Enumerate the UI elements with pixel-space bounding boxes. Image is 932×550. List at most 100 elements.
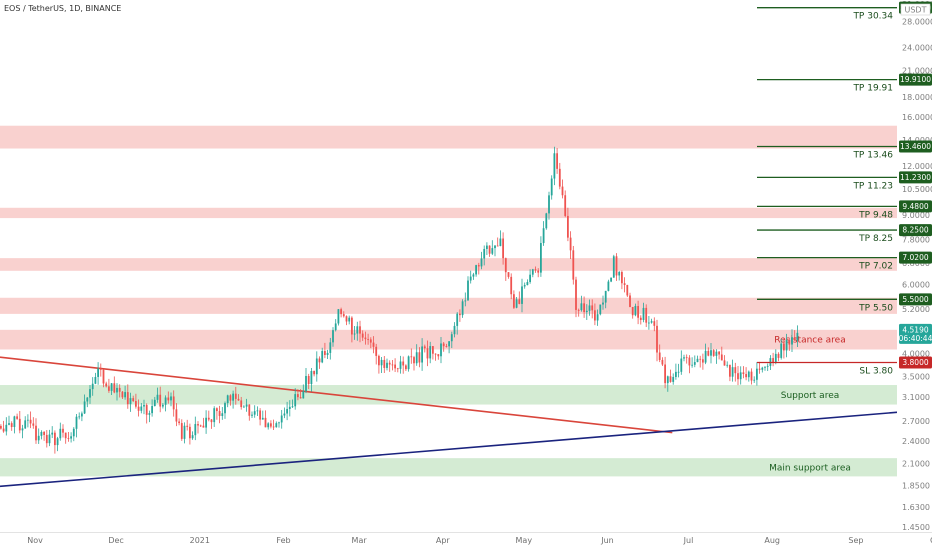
candle	[291, 406, 294, 408]
candle	[210, 419, 213, 423]
candle	[353, 333, 356, 335]
candle	[669, 376, 672, 382]
zone-resistance-0	[0, 125, 897, 149]
candle	[540, 243, 542, 273]
candle	[604, 290, 607, 303]
candle	[783, 343, 785, 351]
candle	[35, 425, 37, 441]
candle	[459, 313, 461, 316]
candle	[521, 286, 523, 304]
candle	[502, 238, 504, 259]
target-label-8: SL 3.80	[859, 366, 893, 376]
candle	[440, 343, 442, 357]
candle	[588, 305, 591, 311]
candle	[383, 359, 386, 368]
price-badge-text-4: 9.4800	[902, 202, 928, 211]
candle	[310, 370, 313, 384]
candle	[610, 277, 612, 282]
candle	[423, 346, 426, 349]
candle	[32, 423, 35, 426]
price-badge-text-1: 19.9100	[900, 75, 931, 84]
candle	[407, 356, 410, 370]
candle	[488, 245, 491, 254]
time-axis[interactable]: Nov Dec 2021 Feb Mar Apr May Jun Jul Aug Sep Oct	[27, 536, 932, 545]
candle	[8, 423, 10, 425]
candle	[261, 417, 264, 420]
candle	[710, 350, 712, 356]
candle	[637, 305, 639, 318]
zone-support-6	[0, 458, 897, 477]
target-label-4: TP 9.48	[858, 210, 893, 220]
zone-label-4: Resistance area	[774, 336, 845, 346]
candle	[585, 310, 588, 313]
candle	[747, 371, 750, 378]
candle	[256, 410, 259, 412]
candle	[297, 394, 299, 398]
candle	[432, 346, 434, 354]
price-badge-3	[899, 171, 932, 184]
candle	[750, 371, 753, 381]
candle	[594, 310, 596, 321]
candle	[364, 337, 367, 340]
candle	[702, 359, 704, 363]
candle	[315, 358, 318, 375]
candle	[251, 414, 253, 416]
candle	[332, 330, 334, 343]
y-tick-label: 4.0000	[902, 350, 930, 359]
candle	[275, 423, 278, 428]
y-tick-label: 6.0000	[902, 280, 930, 289]
candle	[691, 364, 693, 366]
candle	[267, 423, 270, 428]
candle	[448, 341, 450, 347]
price-badge-4	[899, 200, 932, 213]
candle	[634, 305, 637, 316]
candle	[648, 322, 650, 324]
candle	[21, 428, 24, 431]
candle	[599, 304, 602, 315]
candle	[477, 265, 480, 267]
y-tick-label: 2.7000	[902, 417, 930, 426]
candle	[172, 396, 175, 410]
x-tick-label: Jun	[600, 536, 614, 545]
candle	[399, 361, 402, 369]
candle	[386, 362, 388, 368]
candle	[553, 153, 556, 179]
candle	[164, 397, 167, 405]
candle	[510, 276, 513, 295]
candle	[494, 245, 496, 249]
x-tick-label: Mar	[352, 536, 368, 545]
candle	[548, 195, 550, 214]
candle	[499, 238, 502, 247]
candle	[680, 358, 683, 372]
candle	[329, 342, 332, 353]
candle	[756, 368, 758, 380]
price-axis[interactable]	[897, 0, 932, 532]
x-tick-label: Sep	[848, 536, 863, 545]
candle	[48, 434, 51, 444]
candle	[75, 416, 78, 429]
candle	[137, 406, 140, 411]
candle	[216, 408, 218, 412]
current-price-badge	[899, 323, 932, 344]
candle	[418, 352, 421, 363]
candle	[334, 323, 337, 331]
candle	[626, 284, 629, 296]
candle	[253, 411, 256, 415]
candle	[124, 392, 126, 398]
candle	[18, 418, 21, 431]
candle	[129, 398, 132, 405]
candle	[207, 417, 210, 420]
target-label-2: TP 13.46	[852, 150, 893, 160]
candle	[391, 364, 394, 366]
candle	[693, 362, 696, 365]
candle	[504, 258, 507, 273]
candle	[99, 368, 102, 370]
candle	[745, 374, 747, 378]
candle	[602, 302, 604, 305]
target-label-6: TP 7.02	[858, 262, 893, 272]
x-tick-label: Apr	[436, 536, 451, 545]
candle	[612, 256, 615, 278]
candle	[45, 434, 48, 444]
candle	[108, 386, 110, 391]
